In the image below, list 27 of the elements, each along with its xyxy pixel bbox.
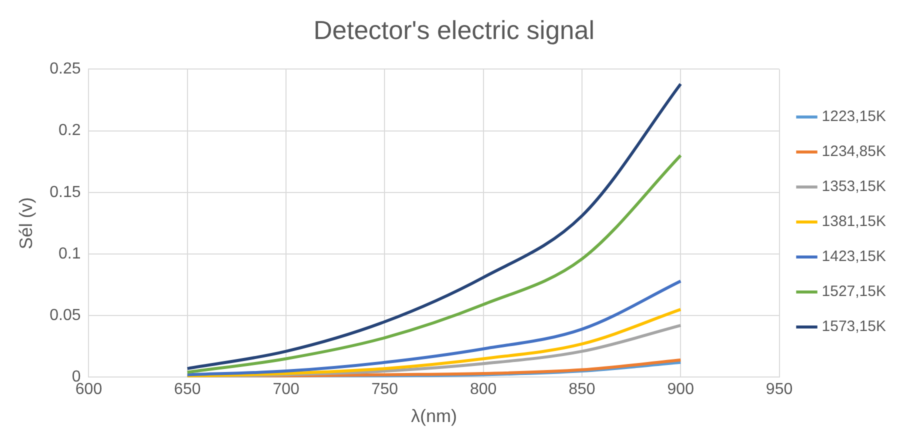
y-axis-title: Sél (v): [16, 197, 36, 250]
y-tick-label: 0.25: [50, 60, 81, 78]
y-tick-label: 0.1: [58, 245, 81, 262]
x-tick-label: 600: [75, 381, 102, 398]
line-series: [186, 280, 682, 376]
legend-label: 1234,85K: [822, 143, 886, 160]
x-tick-label: 950: [766, 381, 793, 398]
chart-title: Detector's electric signal: [314, 14, 594, 45]
line-series: [186, 82, 682, 370]
line-series: [186, 154, 682, 374]
line-series: [186, 308, 682, 378]
x-tick-label: 750: [371, 381, 398, 398]
y-tick-label: 0.05: [50, 307, 81, 324]
legend-label: 1573,15K: [822, 318, 886, 336]
x-tick-label: 650: [174, 381, 201, 398]
x-axis-title: λ(nm): [411, 406, 458, 426]
legend-label: 1353,15K: [822, 178, 886, 196]
legend-label: 1381,15K: [822, 213, 886, 230]
legend-label: 1223,15K: [822, 108, 886, 126]
legend-label: 1527,15K: [822, 283, 886, 300]
legend-label: 1423,15K: [822, 248, 886, 266]
y-tick-label: 0.15: [50, 184, 81, 201]
x-tick-label: 700: [272, 381, 300, 398]
x-tick-label: 800: [470, 381, 497, 398]
x-tick-label: 850: [568, 381, 596, 398]
x-tick-label: 900: [667, 381, 694, 398]
y-tick-label: 0.2: [58, 122, 81, 140]
